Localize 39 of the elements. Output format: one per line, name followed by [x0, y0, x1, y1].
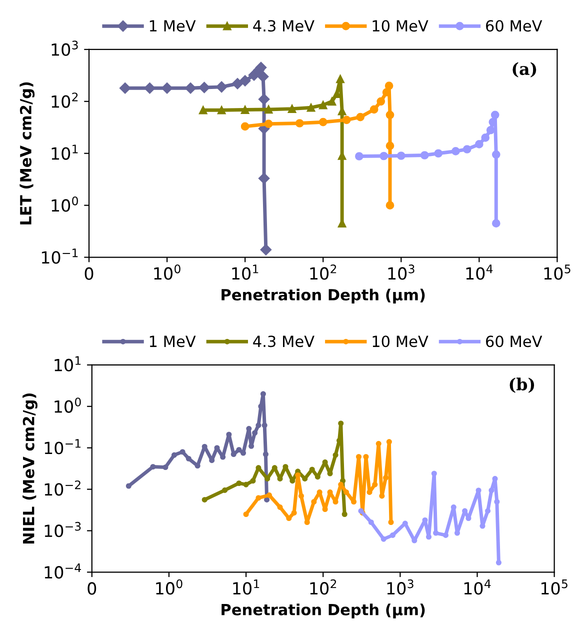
- y-tick-label: 10$^{1}$: [54, 356, 81, 372]
- y-axis-title: LET (MeV cm2/g): [20, 82, 35, 224]
- y-tick-label: 10$^{3}$: [52, 40, 78, 56]
- y-tick-label: 10$^{−4}$: [44, 563, 81, 579]
- x-tick-label: 10$^{2}$: [310, 579, 336, 595]
- x-tick-label: 10$^{5}$: [544, 264, 570, 280]
- annotation: (b): [510, 378, 534, 393]
- x-tick-label: 10$^{2}$: [310, 264, 336, 280]
- x-tick-label: 10$^{3}$: [388, 264, 414, 280]
- y-tick-label: 10$^{−2}$: [44, 480, 80, 496]
- x-tick-label: 10$^{3}$: [387, 579, 414, 595]
- x-tick-label: 10$^{1}$: [232, 264, 258, 280]
- x-tick-label: 10$^{1}$: [233, 580, 260, 595]
- x-tick-label: 0: [84, 267, 94, 280]
- y-axis-title: NIEL (MeV cm2/g): [22, 393, 38, 544]
- x-tick-label: 10$^{4}$: [464, 580, 491, 595]
- annotation: (a): [512, 62, 536, 78]
- legend-label: 4.3 MeV: [253, 20, 314, 32]
- legend-label: 1 MeV: [150, 20, 196, 32]
- x-tick-label: 10$^{4}$: [466, 264, 493, 280]
- x-axis-title: Penetration Depth (µm): [222, 288, 425, 304]
- x-tick-label: 10$^{0}$: [154, 264, 180, 280]
- legend-label: 60 MeV: [486, 20, 542, 32]
- x-tick-label: 10$^{5}$: [541, 580, 568, 595]
- legend-label: 10 MeV: [372, 20, 428, 32]
- x-tick-label: 0: [88, 582, 96, 595]
- legend-label: 4.3 MeV: [253, 336, 314, 348]
- x-axis-title: Penetration Depth (µm): [222, 604, 425, 618]
- legend-label: 60 MeV: [486, 336, 542, 348]
- y-tick-label: 10$^{−3}$: [44, 522, 81, 538]
- y-tick-label: 10$^{2}$: [52, 92, 78, 108]
- y-tick-label: 10$^{1}$: [52, 144, 78, 160]
- y-tick-label: 10$^{−1}$: [44, 439, 80, 454]
- x-tick-label: 10$^{0}$: [156, 579, 182, 595]
- legend-label: 10 MeV: [372, 336, 428, 348]
- legend-label: 1 MeV: [150, 336, 196, 348]
- y-tick-label: 10$^{0}$: [52, 196, 78, 212]
- y-tick-label: 10$^{0}$: [54, 398, 81, 413]
- y-tick-label: 10$^{−1}$: [42, 248, 78, 264]
